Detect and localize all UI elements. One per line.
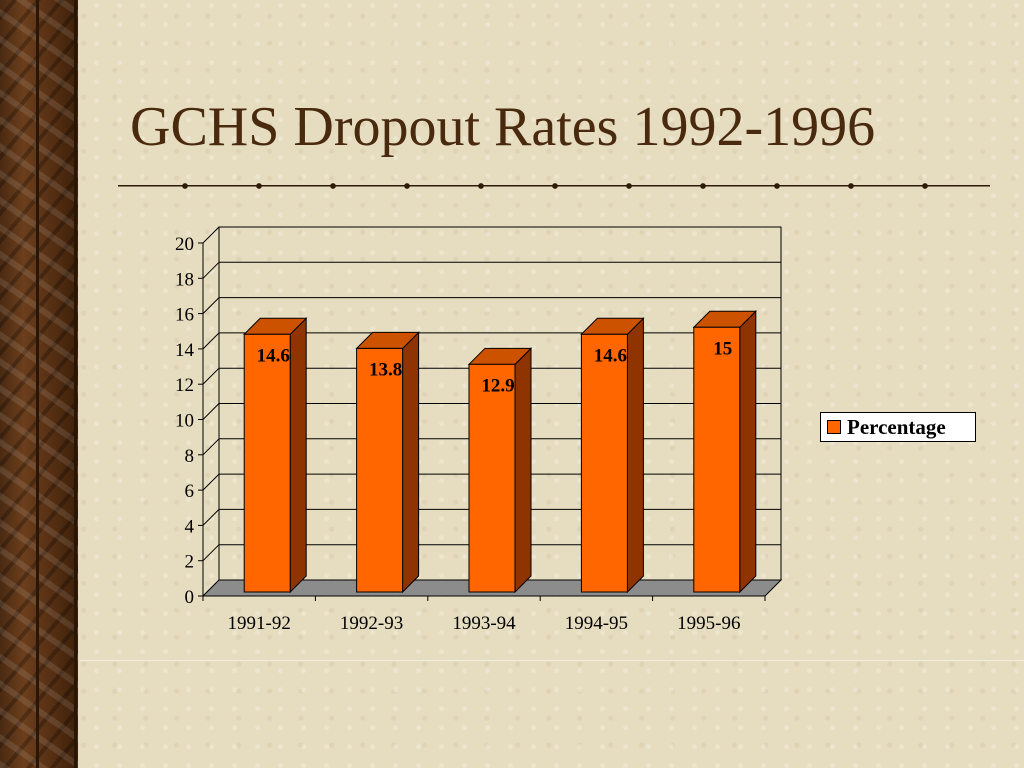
bar [693, 326, 741, 593]
gridline-side [202, 509, 220, 526]
gridline-side [202, 332, 220, 350]
x-tick-label: 1991-92 [228, 613, 291, 634]
wood-border-decoration [0, 0, 78, 768]
gridline-side [202, 261, 220, 279]
data-label: 14.6 [594, 345, 627, 366]
y-tick-label: 12 [175, 375, 194, 396]
bar [580, 333, 628, 593]
footer-line [80, 660, 1024, 661]
slide-title: GCHS Dropout Rates 1992-1996 [130, 96, 876, 158]
x-tick-label: 1993-94 [452, 613, 516, 634]
bar-side [626, 317, 644, 594]
data-label: 12.9 [481, 375, 514, 396]
y-tick-label: 18 [175, 269, 194, 290]
chart-legend: Percentage [820, 412, 976, 442]
y-tick-label: 20 [175, 234, 194, 255]
bar [243, 333, 291, 593]
y-tick-label: 4 [185, 516, 195, 537]
y-tick-label: 2 [185, 552, 195, 573]
legend-swatch [827, 420, 841, 434]
gridline-side [202, 297, 220, 314]
bar [468, 363, 516, 593]
y-tick-label: 0 [185, 587, 195, 608]
legend-label: Percentage [847, 414, 946, 439]
gridline-side [202, 473, 220, 491]
data-label: 15 [713, 338, 732, 359]
y-tick-label: 8 [185, 446, 195, 467]
bar-side [514, 347, 532, 594]
data-label: 13.8 [369, 359, 402, 380]
bar-side [402, 331, 420, 594]
x-tick-label: 1992-93 [340, 613, 403, 634]
y-tick-label: 6 [185, 481, 195, 502]
gridline-side [202, 367, 220, 385]
y-tick-label: 14 [175, 340, 195, 361]
x-tick-label: 1995-96 [677, 613, 740, 634]
y-tick-label: 10 [175, 411, 194, 432]
gridline-side [202, 226, 220, 244]
gridline-side [202, 544, 220, 562]
y-tick-label: 16 [175, 305, 194, 326]
title-divider [118, 183, 990, 189]
gridline-side [202, 438, 220, 456]
x-tick-label: 1994-95 [565, 613, 628, 634]
bar-side [289, 317, 307, 594]
bar [356, 347, 404, 593]
bar-side [739, 310, 757, 594]
data-label: 14.6 [257, 345, 290, 366]
gridline-side [202, 403, 220, 420]
